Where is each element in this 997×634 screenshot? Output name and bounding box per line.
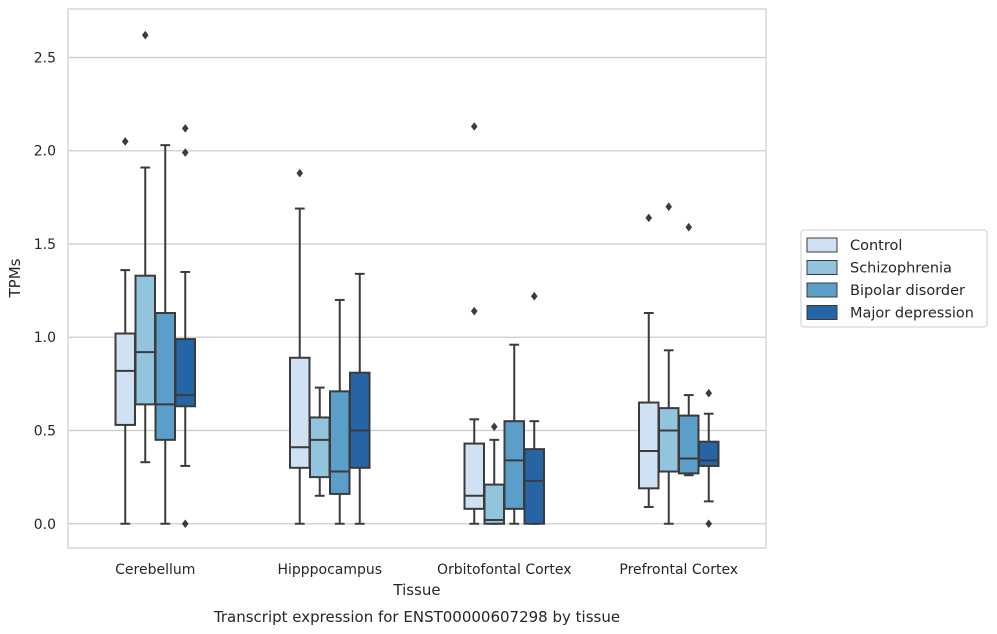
outlier-point — [470, 306, 478, 316]
plot-frame — [67, 8, 767, 549]
x-axis-ticks: Cerebellum Hipppocampus Orbitofontal Corte… — [115, 562, 738, 578]
iqr-box — [154, 312, 176, 441]
chart-caption: Transcript expression for ENST0000060729… — [213, 608, 620, 626]
iqr-box — [134, 274, 156, 406]
legend-frame — [800, 229, 988, 328]
iqr-box — [309, 416, 331, 479]
box-schizophrenia-1 — [309, 386, 331, 497]
iqr-box — [678, 414, 700, 475]
legend-swatch — [806, 237, 838, 253]
outlier-point — [181, 148, 189, 157]
iqr-box — [329, 390, 351, 495]
outlier-point — [705, 388, 713, 398]
outlier-point — [645, 213, 653, 223]
outlier-point — [181, 124, 189, 133]
box-major-depression-2 — [523, 291, 545, 525]
outlier-point — [490, 422, 498, 432]
legend-swatch — [806, 260, 838, 275]
iqr-box — [463, 442, 485, 510]
legend: Control Schizophrenia Bipolar disorder Majo… — [800, 229, 988, 328]
box-major-depression-0 — [174, 124, 196, 529]
legend-swatch — [806, 282, 838, 298]
box-control-1 — [289, 168, 311, 525]
box-schizophrenia-2 — [483, 422, 505, 525]
y-tick-label: 2.5 — [34, 50, 56, 66]
y-tick-label: 0.5 — [34, 424, 56, 440]
outlier-point — [181, 519, 189, 529]
y-tick-label: 2.0 — [34, 144, 56, 160]
x-tick-label: Hipppocampus — [277, 562, 382, 578]
y-tick-label: 1.5 — [34, 237, 56, 253]
box-major-depression-1 — [349, 272, 371, 525]
y-axis-ticks: 0.0 0.5 1.0 1.5 2.0 2.5 — [34, 50, 56, 532]
box-control-2 — [463, 122, 485, 525]
outlier-point — [530, 291, 538, 301]
iqr-box — [698, 440, 720, 467]
legend-label: Control — [850, 238, 902, 254]
box-bipolar-disorder-0 — [154, 144, 176, 525]
iqr-box — [483, 483, 505, 525]
legend-label: Schizophrenia — [850, 261, 952, 277]
x-axis-title: Tissue — [392, 581, 440, 599]
outlier-point — [470, 122, 478, 131]
box-layer — [114, 30, 720, 529]
box-bipolar-disorder-3 — [678, 222, 700, 477]
x-tick-label: Prefrontal Cortex — [619, 562, 738, 578]
outlier-point — [141, 30, 149, 40]
iqr-box — [523, 448, 545, 525]
legend-label: Major depression — [850, 306, 974, 322]
iqr-box — [174, 338, 196, 408]
outlier-point — [665, 202, 673, 211]
box-schizophrenia-0 — [134, 30, 156, 464]
box-bipolar-disorder-1 — [329, 298, 351, 525]
outlier-point — [121, 137, 129, 146]
y-tick-label: 0.0 — [34, 517, 56, 533]
box-bipolar-disorder-2 — [503, 343, 525, 525]
iqr-box — [638, 401, 660, 490]
box-control-0 — [114, 137, 136, 525]
box-major-depression-3 — [698, 388, 720, 529]
outlier-point — [685, 222, 693, 232]
iqr-box — [349, 371, 371, 469]
iqr-box — [289, 356, 311, 469]
box-control-3 — [638, 213, 660, 508]
legend-swatch — [806, 305, 838, 320]
iqr-box — [114, 332, 136, 426]
iqr-box — [658, 407, 680, 473]
y-tick-label: 1.0 — [34, 330, 56, 346]
iqr-box — [503, 420, 525, 510]
x-tick-label: Orbitofontal Cortex — [437, 562, 572, 578]
x-tick-label: Cerebellum — [115, 562, 195, 578]
box-schizophrenia-3 — [658, 202, 680, 525]
outlier-point — [705, 519, 713, 529]
outlier-point — [296, 168, 304, 178]
y-axis-title: TPMs — [6, 258, 24, 298]
legend-label: Bipolar disorder — [850, 283, 965, 299]
